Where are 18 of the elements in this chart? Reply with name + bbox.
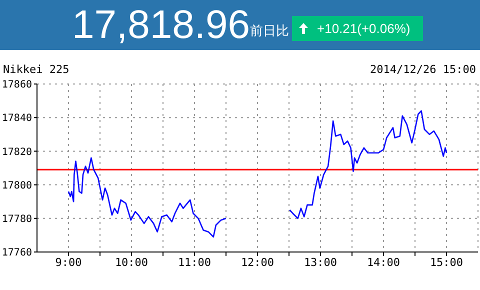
x-tick-label: 10:00: [114, 256, 148, 269]
y-tick-label: 17860: [2, 80, 32, 91]
chart-subtitle: 前日比: [250, 22, 289, 40]
y-tick-label: 17780: [2, 214, 32, 225]
x-tick-label: 13:00: [304, 256, 338, 269]
y-tick-label: 17760: [2, 248, 32, 259]
text: 2014/12/26 15:00: [370, 63, 476, 76]
y-tick-label: 17840: [2, 113, 32, 124]
x-tick-label: 9:00: [55, 256, 82, 269]
x-tick-label: 15:00: [430, 256, 464, 269]
x-tick-label: 14:00: [366, 256, 400, 269]
y-tick-label: 17820: [2, 146, 32, 158]
text: +10.21(+0.06%): [317, 21, 410, 36]
y-tick-label: 17800: [2, 180, 32, 192]
text: Nikkei 225: [3, 63, 70, 76]
x-tick-label: 11:00: [178, 256, 212, 269]
x-tick-label: 12:00: [240, 256, 274, 269]
chart-title: 17,818.96: [72, 2, 250, 48]
